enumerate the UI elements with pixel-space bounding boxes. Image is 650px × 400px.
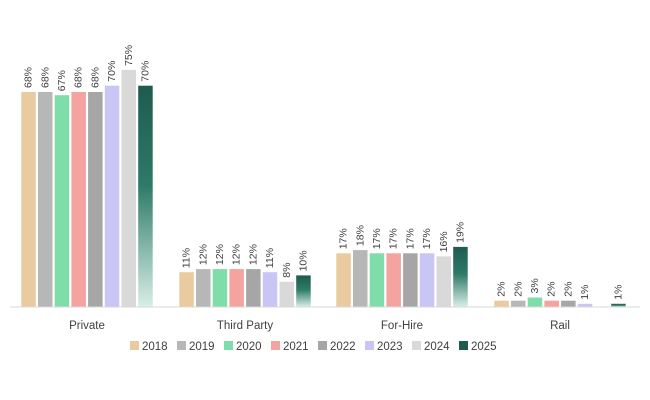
data-label-2022-rail: 2%	[562, 282, 574, 297]
legend-label-2019: 2019	[189, 341, 215, 353]
bar-2020-private	[54, 95, 70, 307]
data-label-2021-third-party: 12%	[231, 244, 243, 265]
legend-swatch-2018	[130, 341, 139, 350]
data-label-2018-third-party: 11%	[181, 248, 193, 268]
bar-2018-for-hire	[336, 253, 351, 307]
legend-label-2025: 2025	[471, 341, 497, 353]
data-label-2019-third-party: 12%	[197, 244, 209, 265]
bar-2019-rail	[511, 300, 526, 307]
data-label-2020-private: 67%	[56, 70, 68, 91]
legend-swatch-2024	[412, 341, 421, 350]
bar-2022-for-hire	[403, 253, 418, 307]
bar-2020-for-hire	[369, 253, 385, 307]
bar-2019-for-hire	[353, 250, 368, 307]
bar-2022-private	[88, 92, 103, 307]
legend-label-2024: 2024	[424, 341, 450, 353]
bar-2018-private	[21, 92, 36, 307]
legend-swatch-2019	[177, 341, 186, 350]
legend-swatch-2020	[224, 341, 233, 350]
data-label-2024-third-party: 8%	[281, 263, 293, 278]
bar-2020-rail	[527, 297, 543, 307]
bar-2022-rail	[561, 300, 576, 307]
x-tick-label: Private	[69, 320, 105, 332]
bar-2019-private	[38, 92, 53, 307]
bar-2023-for-hire	[419, 253, 435, 307]
legend-label-2021: 2021	[283, 341, 309, 353]
legend-label-2018: 2018	[142, 341, 168, 353]
legend-label-2020: 2020	[236, 341, 262, 353]
data-label-2022-third-party: 12%	[247, 244, 259, 265]
legend-swatch-2022	[318, 341, 327, 350]
data-label-2021-rail: 2%	[546, 282, 558, 297]
bar-2021-rail	[544, 300, 559, 307]
bar-2018-third-party	[179, 272, 194, 307]
bar-2022-third-party	[246, 269, 261, 307]
x-tick-label: Rail	[550, 320, 570, 332]
bar-2025-third-party	[296, 275, 311, 307]
data-label-2024-private: 75%	[123, 45, 135, 66]
legend-swatch-2025	[459, 341, 468, 350]
bar-2023-third-party	[262, 272, 278, 307]
bar-2025-for-hire	[453, 246, 468, 307]
data-label-2018-private: 68%	[23, 67, 35, 88]
x-tick-label: For-Hire	[381, 320, 423, 332]
data-label-2025-private: 70%	[139, 61, 151, 82]
legend-label-2022: 2022	[330, 341, 356, 353]
data-label-2020-rail: 3%	[529, 278, 541, 293]
data-label-2023-third-party: 11%	[264, 248, 276, 268]
data-label-2023-rail: 1%	[579, 285, 591, 300]
legend-label-2023: 2023	[377, 341, 403, 353]
bar-2019-third-party	[196, 269, 211, 307]
data-label-2023-for-hire: 17%	[421, 228, 433, 249]
bar-2018-rail	[494, 300, 509, 307]
data-label-2025-rail: 1%	[613, 285, 625, 300]
data-label-2020-third-party: 12%	[214, 244, 226, 265]
bar-2025-rail	[611, 303, 626, 307]
legend: 2018 2019 2020 2021 2022 2023 2024 2025	[130, 341, 497, 353]
data-label-2022-for-hire: 17%	[404, 228, 416, 249]
data-label-2020-for-hire: 17%	[371, 228, 383, 249]
bar-2021-private	[71, 92, 86, 307]
legend-swatch-2023	[365, 341, 374, 350]
data-label-2024-for-hire: 16%	[438, 231, 450, 252]
data-label-2019-private: 68%	[39, 67, 51, 88]
data-label-2025-third-party: 10%	[297, 250, 309, 271]
legend-swatch-2021	[271, 341, 280, 350]
bar-2020-third-party	[212, 269, 228, 307]
data-label-2023-private: 70%	[106, 61, 118, 82]
bar-2023-private	[104, 85, 120, 307]
data-label-2021-for-hire: 17%	[388, 228, 400, 249]
x-tick-label: Third Party	[217, 320, 273, 332]
bar-2025-private	[138, 85, 153, 307]
bar-2024-third-party	[279, 281, 294, 307]
data-label-2021-private: 68%	[73, 67, 85, 88]
data-label-2022-private: 68%	[89, 67, 101, 88]
data-label-2018-for-hire: 17%	[338, 228, 350, 249]
bar-2021-third-party	[229, 269, 244, 307]
bar-2021-for-hire	[386, 253, 401, 307]
data-label-2018-rail: 2%	[496, 282, 508, 297]
data-label-2019-for-hire: 18%	[354, 225, 366, 246]
bar-2023-rail	[577, 303, 593, 307]
bar-2024-private	[121, 69, 136, 308]
data-label-2025-for-hire: 19%	[454, 222, 466, 243]
data-label-2019-rail: 2%	[512, 282, 524, 297]
bar-2024-for-hire	[436, 256, 451, 307]
